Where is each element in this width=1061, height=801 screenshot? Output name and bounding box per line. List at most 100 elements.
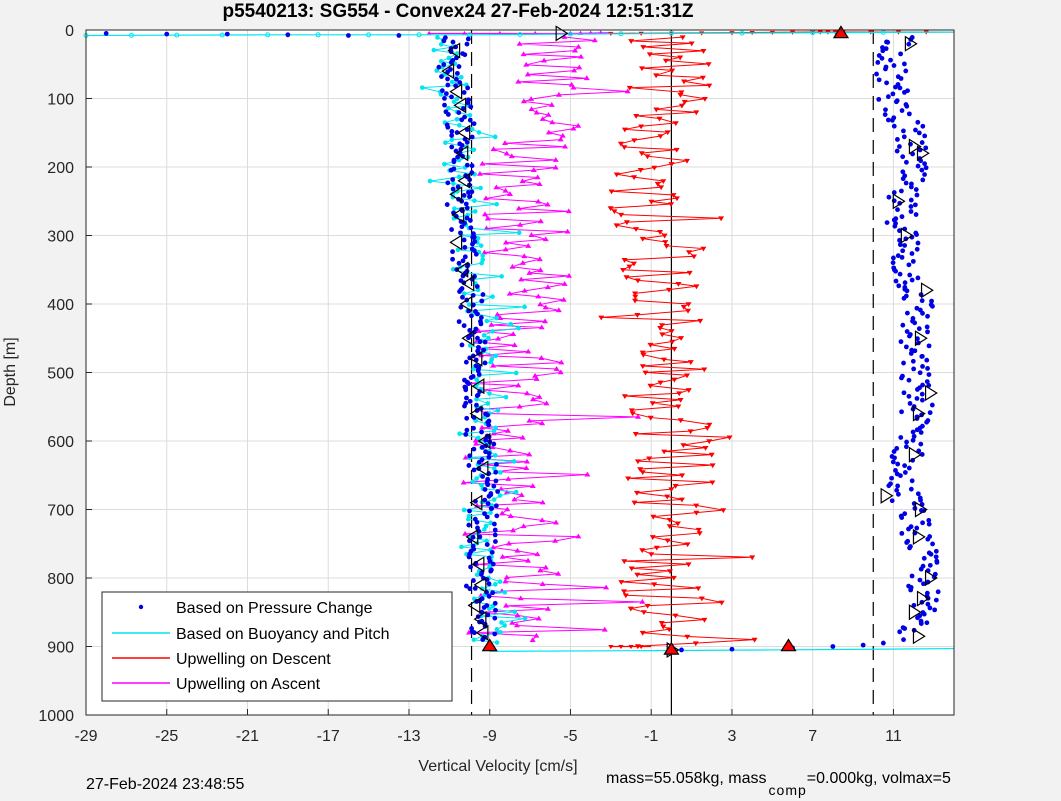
pressure-point: [443, 91, 449, 96]
pressure-point: [897, 228, 902, 234]
series-ascent-point: [575, 533, 582, 539]
series-descent-point: [633, 114, 640, 119]
series-descent-point: [634, 278, 641, 284]
series-ascent-point: [483, 225, 490, 231]
pressure-point: [906, 111, 912, 117]
series-buoyancy-point: [508, 321, 514, 327]
pressure-point: [480, 637, 486, 642]
series-descent-point: [685, 388, 692, 393]
pressure-point: [484, 542, 490, 547]
pressure-point: [916, 130, 922, 136]
series-ascent-point: [505, 476, 512, 481]
series-buoyancy-point: [494, 640, 500, 645]
series-ascent-point: [561, 281, 568, 286]
ascent-marker: [904, 35, 918, 52]
pressure-point: [884, 220, 890, 225]
pressure-point: [474, 393, 480, 399]
pressure-point: [907, 545, 912, 551]
x-tick-label: -1: [644, 728, 658, 745]
pressure-point: [913, 187, 919, 192]
pressure-point: [919, 391, 925, 397]
ascent-marker: [920, 282, 934, 299]
series-ascent-point: [533, 109, 540, 115]
pressure-point: [920, 520, 925, 526]
series-ascent-point: [548, 102, 555, 107]
descent-marker: [469, 494, 483, 511]
pressure-point: [883, 107, 888, 113]
footer-mass-subscript: comp: [768, 782, 807, 798]
series-buoyancy-point: [470, 479, 476, 484]
pressure-point: [462, 403, 467, 409]
turn-marker: [663, 641, 680, 655]
series-buoyancy-point: [419, 85, 425, 90]
pressure-point: [921, 581, 926, 587]
descent-marker: [453, 97, 467, 114]
series-buoyancy-bottom: [489, 647, 955, 652]
pressure-point: [924, 357, 930, 363]
pressure-point: [461, 193, 467, 198]
pressure-point: [483, 449, 488, 455]
pressure-point: [476, 372, 482, 377]
pressure-point: [460, 258, 466, 264]
series-buoyancy-point: [513, 489, 519, 495]
pressure-point: [459, 142, 465, 148]
series-descent-point: [621, 258, 628, 263]
series-buoyancy-surface-point: [315, 32, 321, 38]
series-ascent-point: [624, 88, 631, 94]
series-descent-point: [621, 145, 628, 151]
pressure-point: [465, 100, 471, 106]
pressure-point: [913, 212, 919, 217]
series-descent-point: [639, 548, 646, 554]
series-descent-point: [631, 500, 638, 506]
series-descent-point: [628, 408, 635, 414]
pressure-point: [899, 254, 905, 260]
pressure-point: [346, 33, 351, 38]
series-buoyancy-point: [455, 247, 461, 253]
pressure-point: [456, 64, 462, 69]
pressure-point: [466, 463, 472, 468]
series-descent-point: [640, 610, 647, 616]
descent-marker: [457, 124, 471, 141]
pressure-point: [476, 459, 482, 465]
pressure-point: [464, 427, 470, 433]
pressure-point: [493, 469, 499, 475]
series-ascent-point: [539, 517, 546, 523]
pressure-point: [461, 323, 467, 329]
pressure-point: [462, 52, 468, 58]
pressure-point: [922, 172, 927, 177]
series-descent-point: [613, 223, 620, 229]
series-ascent-point: [571, 47, 578, 53]
series-ascent-point: [484, 215, 491, 221]
pressure-point: [476, 344, 481, 350]
series-ascent-point: [564, 228, 571, 234]
series-ascent-point: [542, 236, 549, 242]
pressure-point: [891, 255, 896, 261]
series-descent-point: [639, 236, 646, 242]
series-descent-point: [687, 429, 694, 435]
pressure-point: [923, 145, 929, 151]
series-buoyancy-surface-point: [810, 30, 816, 36]
series-ascent-point: [509, 619, 516, 625]
pressure-point: [894, 487, 900, 493]
series-descent-point: [696, 531, 703, 537]
series-ascent-point: [562, 143, 569, 149]
series-buoyancy-point: [471, 366, 476, 372]
pressure-point: [895, 137, 900, 142]
series-ascent-point: [561, 34, 568, 39]
series-buoyancy-point: [474, 476, 479, 481]
pressure-point: [925, 366, 930, 371]
y-tick-label: 200: [47, 160, 74, 177]
pressure-point: [450, 186, 456, 192]
pressure-point: [935, 589, 941, 595]
x-tick-label: -29: [74, 728, 97, 745]
pressure-point: [468, 564, 473, 570]
series-buoyancy-point: [475, 435, 481, 441]
ascent-marker: [912, 528, 926, 545]
pressure-point: [485, 412, 490, 418]
pressure-point: [909, 277, 915, 283]
series-descent-point: [685, 250, 692, 256]
pressure-point: [919, 298, 925, 304]
pressure-point: [900, 169, 906, 175]
pressure-point: [464, 205, 470, 211]
pressure-point: [479, 298, 485, 304]
